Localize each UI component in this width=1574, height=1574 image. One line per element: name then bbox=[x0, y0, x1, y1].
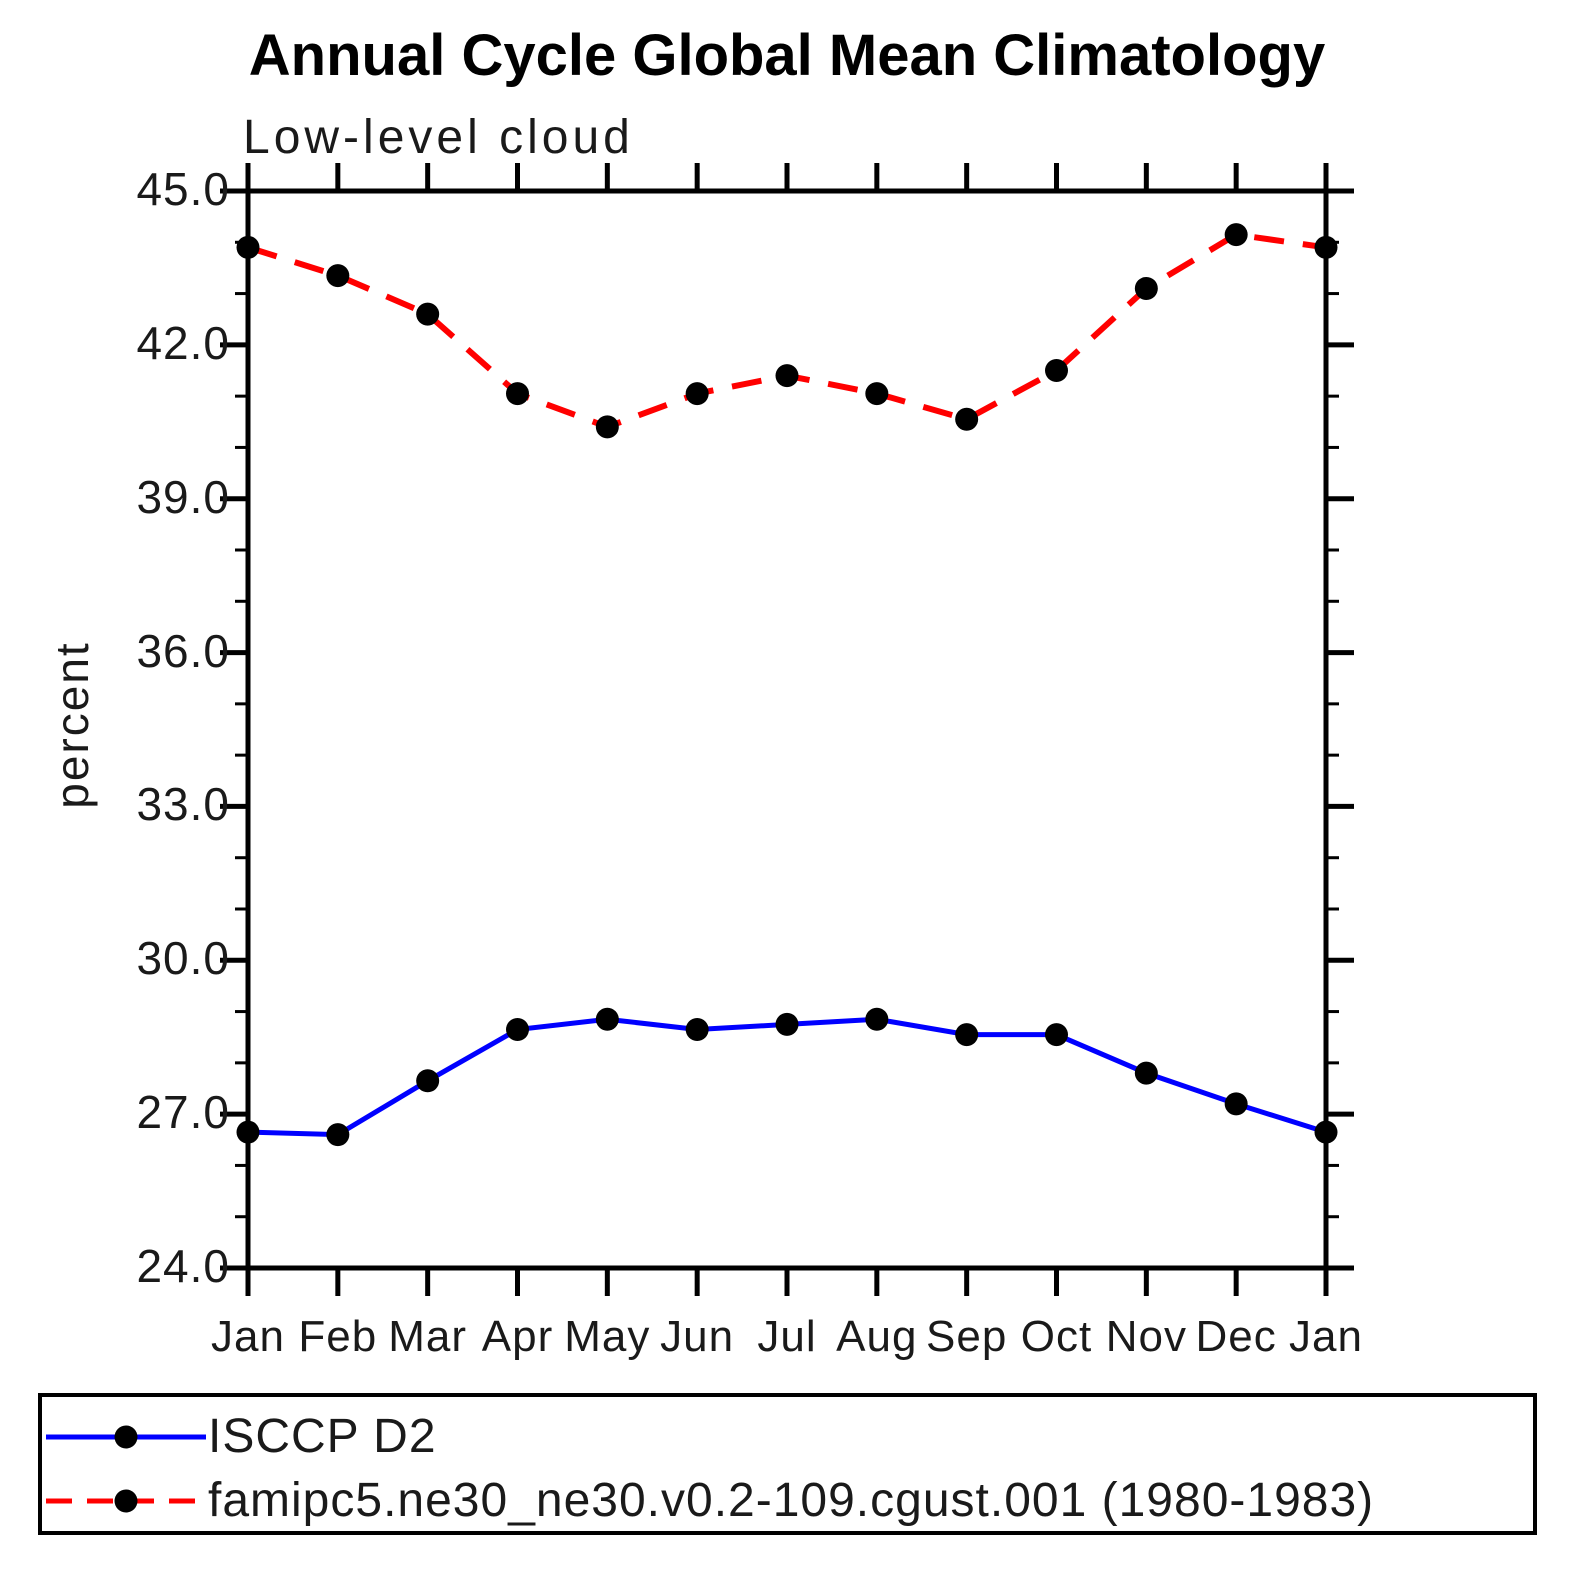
y-axis-tick-label: 30.0 bbox=[136, 932, 230, 985]
data-point bbox=[326, 1123, 350, 1147]
x-axis-tick-label: Jan bbox=[211, 1312, 285, 1361]
data-point bbox=[236, 235, 260, 259]
data-point bbox=[955, 407, 979, 431]
legend-item-isccp: ISCCP D2 bbox=[44, 1410, 437, 1463]
x-axis-tick-label: May bbox=[564, 1312, 651, 1361]
data-point bbox=[775, 1012, 799, 1036]
data-point bbox=[955, 1023, 979, 1047]
data-point bbox=[685, 1018, 709, 1042]
data-point bbox=[1224, 223, 1248, 247]
y-axis-tick-label: 39.0 bbox=[136, 470, 230, 523]
data-point bbox=[416, 1069, 440, 1093]
legend-item-famipc5: famipc5.ne30_ne30.v0.2-109.cgust.001 (19… bbox=[44, 1474, 1375, 1527]
y-axis-tick-label: 45.0 bbox=[136, 163, 230, 215]
x-axis-tick-label: Sep bbox=[926, 1312, 1008, 1361]
y-axis-tick-label: 42.0 bbox=[136, 316, 230, 369]
data-point bbox=[1134, 276, 1158, 300]
chart-subtitle: Low-level cloud bbox=[243, 111, 634, 164]
x-axis-tick-label: Nov bbox=[1105, 1312, 1187, 1361]
data-point bbox=[1314, 235, 1338, 259]
data-point bbox=[1045, 359, 1068, 382]
y-axis-tick-label: 33.0 bbox=[136, 778, 230, 831]
legend-label: famipc5.ne30_ne30.v0.2-109.cgust.001 (19… bbox=[208, 1474, 1375, 1527]
legend-line-sample-solid bbox=[46, 1425, 206, 1449]
x-axis-tick-label: Mar bbox=[388, 1312, 468, 1361]
data-point bbox=[416, 302, 440, 326]
legend-box: ISCCP D2 famipc5.ne30_ne30.v0.2-109.cgus… bbox=[38, 1393, 1537, 1535]
data-point bbox=[1224, 1092, 1248, 1116]
data-point bbox=[506, 382, 529, 406]
data-point bbox=[595, 1007, 619, 1031]
x-axis-tick-label: Dec bbox=[1195, 1312, 1277, 1361]
data-point bbox=[236, 1120, 260, 1144]
data-point bbox=[326, 264, 350, 288]
x-axis-tick-label: Feb bbox=[298, 1312, 378, 1361]
data-point bbox=[865, 1007, 889, 1031]
legend-sample-marker bbox=[114, 1489, 138, 1513]
x-axis-tick-label: Oct bbox=[1020, 1312, 1093, 1361]
chart-title: Annual Cycle Global Mean Climatology bbox=[248, 23, 1326, 88]
legend-label: ISCCP D2 bbox=[208, 1410, 437, 1463]
legend-line-sample-dashed bbox=[46, 1489, 206, 1513]
data-point bbox=[865, 382, 889, 406]
data-point bbox=[775, 364, 799, 388]
data-point bbox=[1045, 1023, 1068, 1047]
data-point bbox=[1314, 1120, 1338, 1144]
legend-sample-marker bbox=[114, 1425, 138, 1449]
series-line-isccp bbox=[247, 1016, 1327, 1138]
series-line-model bbox=[247, 231, 1327, 431]
x-axis-tick-label: Jan bbox=[1289, 1312, 1363, 1361]
data-point bbox=[506, 1018, 529, 1042]
x-axis-tick-label: Jul bbox=[757, 1312, 817, 1361]
data-point bbox=[1134, 1061, 1158, 1085]
x-axis-tick-label: Jun bbox=[660, 1312, 735, 1361]
y-axis-tick-label: 36.0 bbox=[136, 624, 230, 677]
data-point bbox=[595, 415, 619, 439]
y-axis-tick-label: 27.0 bbox=[136, 1086, 230, 1139]
y-axis-tick-label: 24.0 bbox=[136, 1240, 230, 1292]
data-point bbox=[685, 382, 709, 406]
x-axis-tick-label: Aug bbox=[836, 1312, 918, 1361]
x-axis-tick-label: Apr bbox=[481, 1312, 554, 1361]
